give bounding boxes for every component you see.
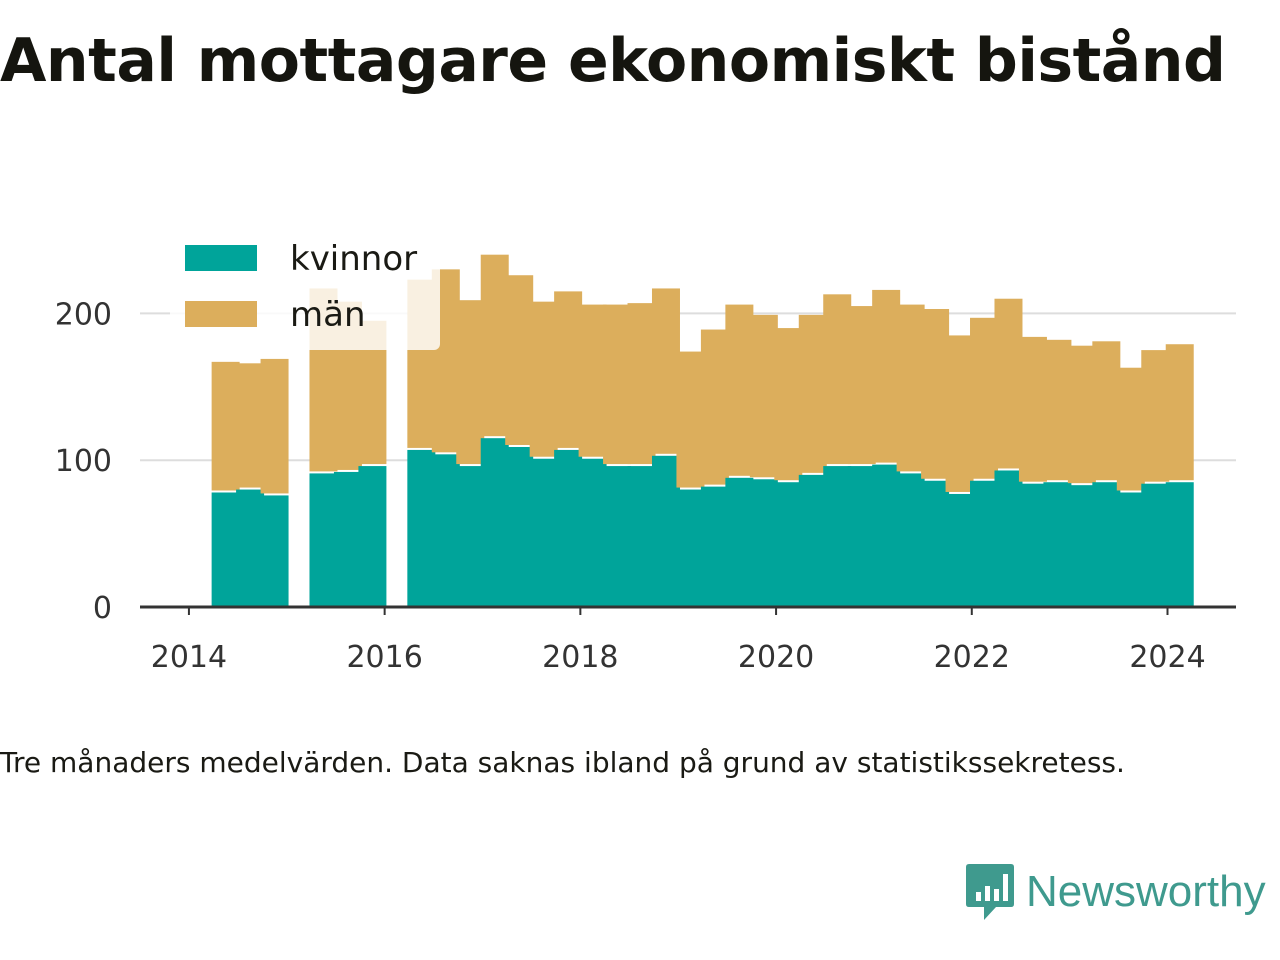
bar-man	[1018, 336, 1047, 482]
bar-kvinnor	[236, 489, 265, 607]
y-tick-label: 200	[55, 297, 112, 332]
bar-kvinnor	[725, 477, 754, 607]
bar-man	[1141, 350, 1170, 482]
bar-kvinnor	[798, 474, 827, 607]
bar-man	[456, 300, 485, 465]
bar-man	[847, 306, 876, 465]
bar-kvinnor	[945, 493, 974, 607]
y-tick-label: 100	[55, 444, 112, 479]
bar-kvinnor	[1067, 485, 1096, 607]
bar-kvinnor	[431, 454, 460, 607]
bar-man	[994, 298, 1023, 469]
newsworthy-logo: Newsworthy	[964, 862, 1266, 922]
x-tick-label: 2022	[934, 640, 1010, 675]
legend-swatch	[185, 245, 257, 271]
bar-man	[1092, 341, 1121, 481]
chart-title: Antal mottagare ekonomiskt bistånd	[0, 26, 1226, 96]
bar-man	[725, 304, 754, 476]
bar-kvinnor	[407, 449, 436, 607]
bar-kvinnor	[823, 466, 852, 607]
bar-kvinnor	[1092, 482, 1121, 607]
bar-kvinnor	[603, 466, 632, 607]
bar-man	[529, 301, 558, 457]
bar-man	[578, 304, 607, 457]
bar-man	[945, 335, 974, 492]
bar-kvinnor	[260, 495, 289, 607]
bar-kvinnor	[627, 466, 656, 607]
bar-kvinnor	[480, 438, 509, 607]
bar-kvinnor	[456, 466, 485, 607]
bar-kvinnor	[505, 446, 534, 607]
bar-kvinnor	[358, 466, 387, 607]
bar-kvinnor	[847, 466, 876, 607]
bar-kvinnor	[529, 458, 558, 607]
bar-man	[749, 314, 778, 478]
x-tick-label: 2020	[738, 640, 814, 675]
bar-man	[774, 328, 803, 481]
bar-man	[505, 275, 534, 445]
y-tick-label: 0	[93, 591, 112, 626]
bar-man	[651, 288, 680, 454]
newsworthy-logo-text: Newsworthy	[1026, 867, 1266, 916]
bar-man	[921, 308, 950, 479]
legend-swatch	[185, 301, 257, 327]
bar-kvinnor	[1018, 483, 1047, 607]
bar-man	[236, 363, 265, 488]
bars	[211, 254, 1194, 607]
bar-man	[627, 303, 656, 465]
bar-kvinnor	[333, 471, 362, 607]
bar-kvinnor	[774, 482, 803, 607]
bar-man	[823, 294, 852, 465]
bar-man	[603, 304, 632, 465]
bar-kvinnor	[749, 479, 778, 607]
bar-kvinnor	[700, 486, 729, 607]
axes: 0 100 200 2014 2016 2018 2020 2022 2024	[55, 297, 1236, 675]
bar-man	[798, 314, 827, 473]
x-tick-label: 2016	[346, 640, 422, 675]
bar-man	[970, 317, 999, 479]
bar-man	[676, 351, 705, 488]
bar-man	[872, 289, 901, 463]
legend: kvinnor män	[170, 225, 440, 350]
bar-man	[1043, 339, 1072, 481]
bar-kvinnor	[578, 458, 607, 607]
bar-man	[896, 304, 925, 472]
x-tick-label: 2014	[151, 640, 227, 675]
bar-kvinnor	[1116, 492, 1145, 607]
bar-man	[700, 329, 729, 485]
x-tick-label: 2024	[1129, 640, 1205, 675]
bar-kvinnor	[1043, 482, 1072, 607]
legend-label: män	[290, 295, 366, 335]
bar-kvinnor	[1165, 482, 1194, 607]
chart-caption: Tre månaders medelvärden. Data saknas ib…	[0, 746, 1125, 779]
legend-label: kvinnor	[290, 239, 417, 279]
bar-kvinnor	[554, 449, 583, 607]
bar-kvinnor	[896, 473, 925, 607]
bar-man	[211, 361, 240, 491]
bar-man	[554, 291, 583, 448]
bar-kvinnor	[921, 480, 950, 607]
bar-kvinnor	[676, 489, 705, 607]
bar-kvinnor	[651, 455, 680, 607]
x-tick-label: 2018	[542, 640, 618, 675]
newsworthy-logo-icon	[966, 864, 1014, 920]
stacked-bar-chart: 0 100 200 2014 2016 2018 2020 2022 2024 kvinnor m…	[54, 225, 1236, 675]
bar-man	[1165, 344, 1194, 481]
bar-man	[1116, 367, 1145, 491]
bar-man	[480, 254, 509, 437]
bar-kvinnor	[1141, 483, 1170, 607]
bar-kvinnor	[872, 464, 901, 607]
bar-kvinnor	[309, 473, 338, 607]
bar-man	[260, 358, 289, 494]
bar-kvinnor	[211, 492, 240, 607]
bar-kvinnor	[970, 480, 999, 607]
bar-kvinnor	[994, 470, 1023, 607]
bar-man	[1067, 345, 1096, 484]
